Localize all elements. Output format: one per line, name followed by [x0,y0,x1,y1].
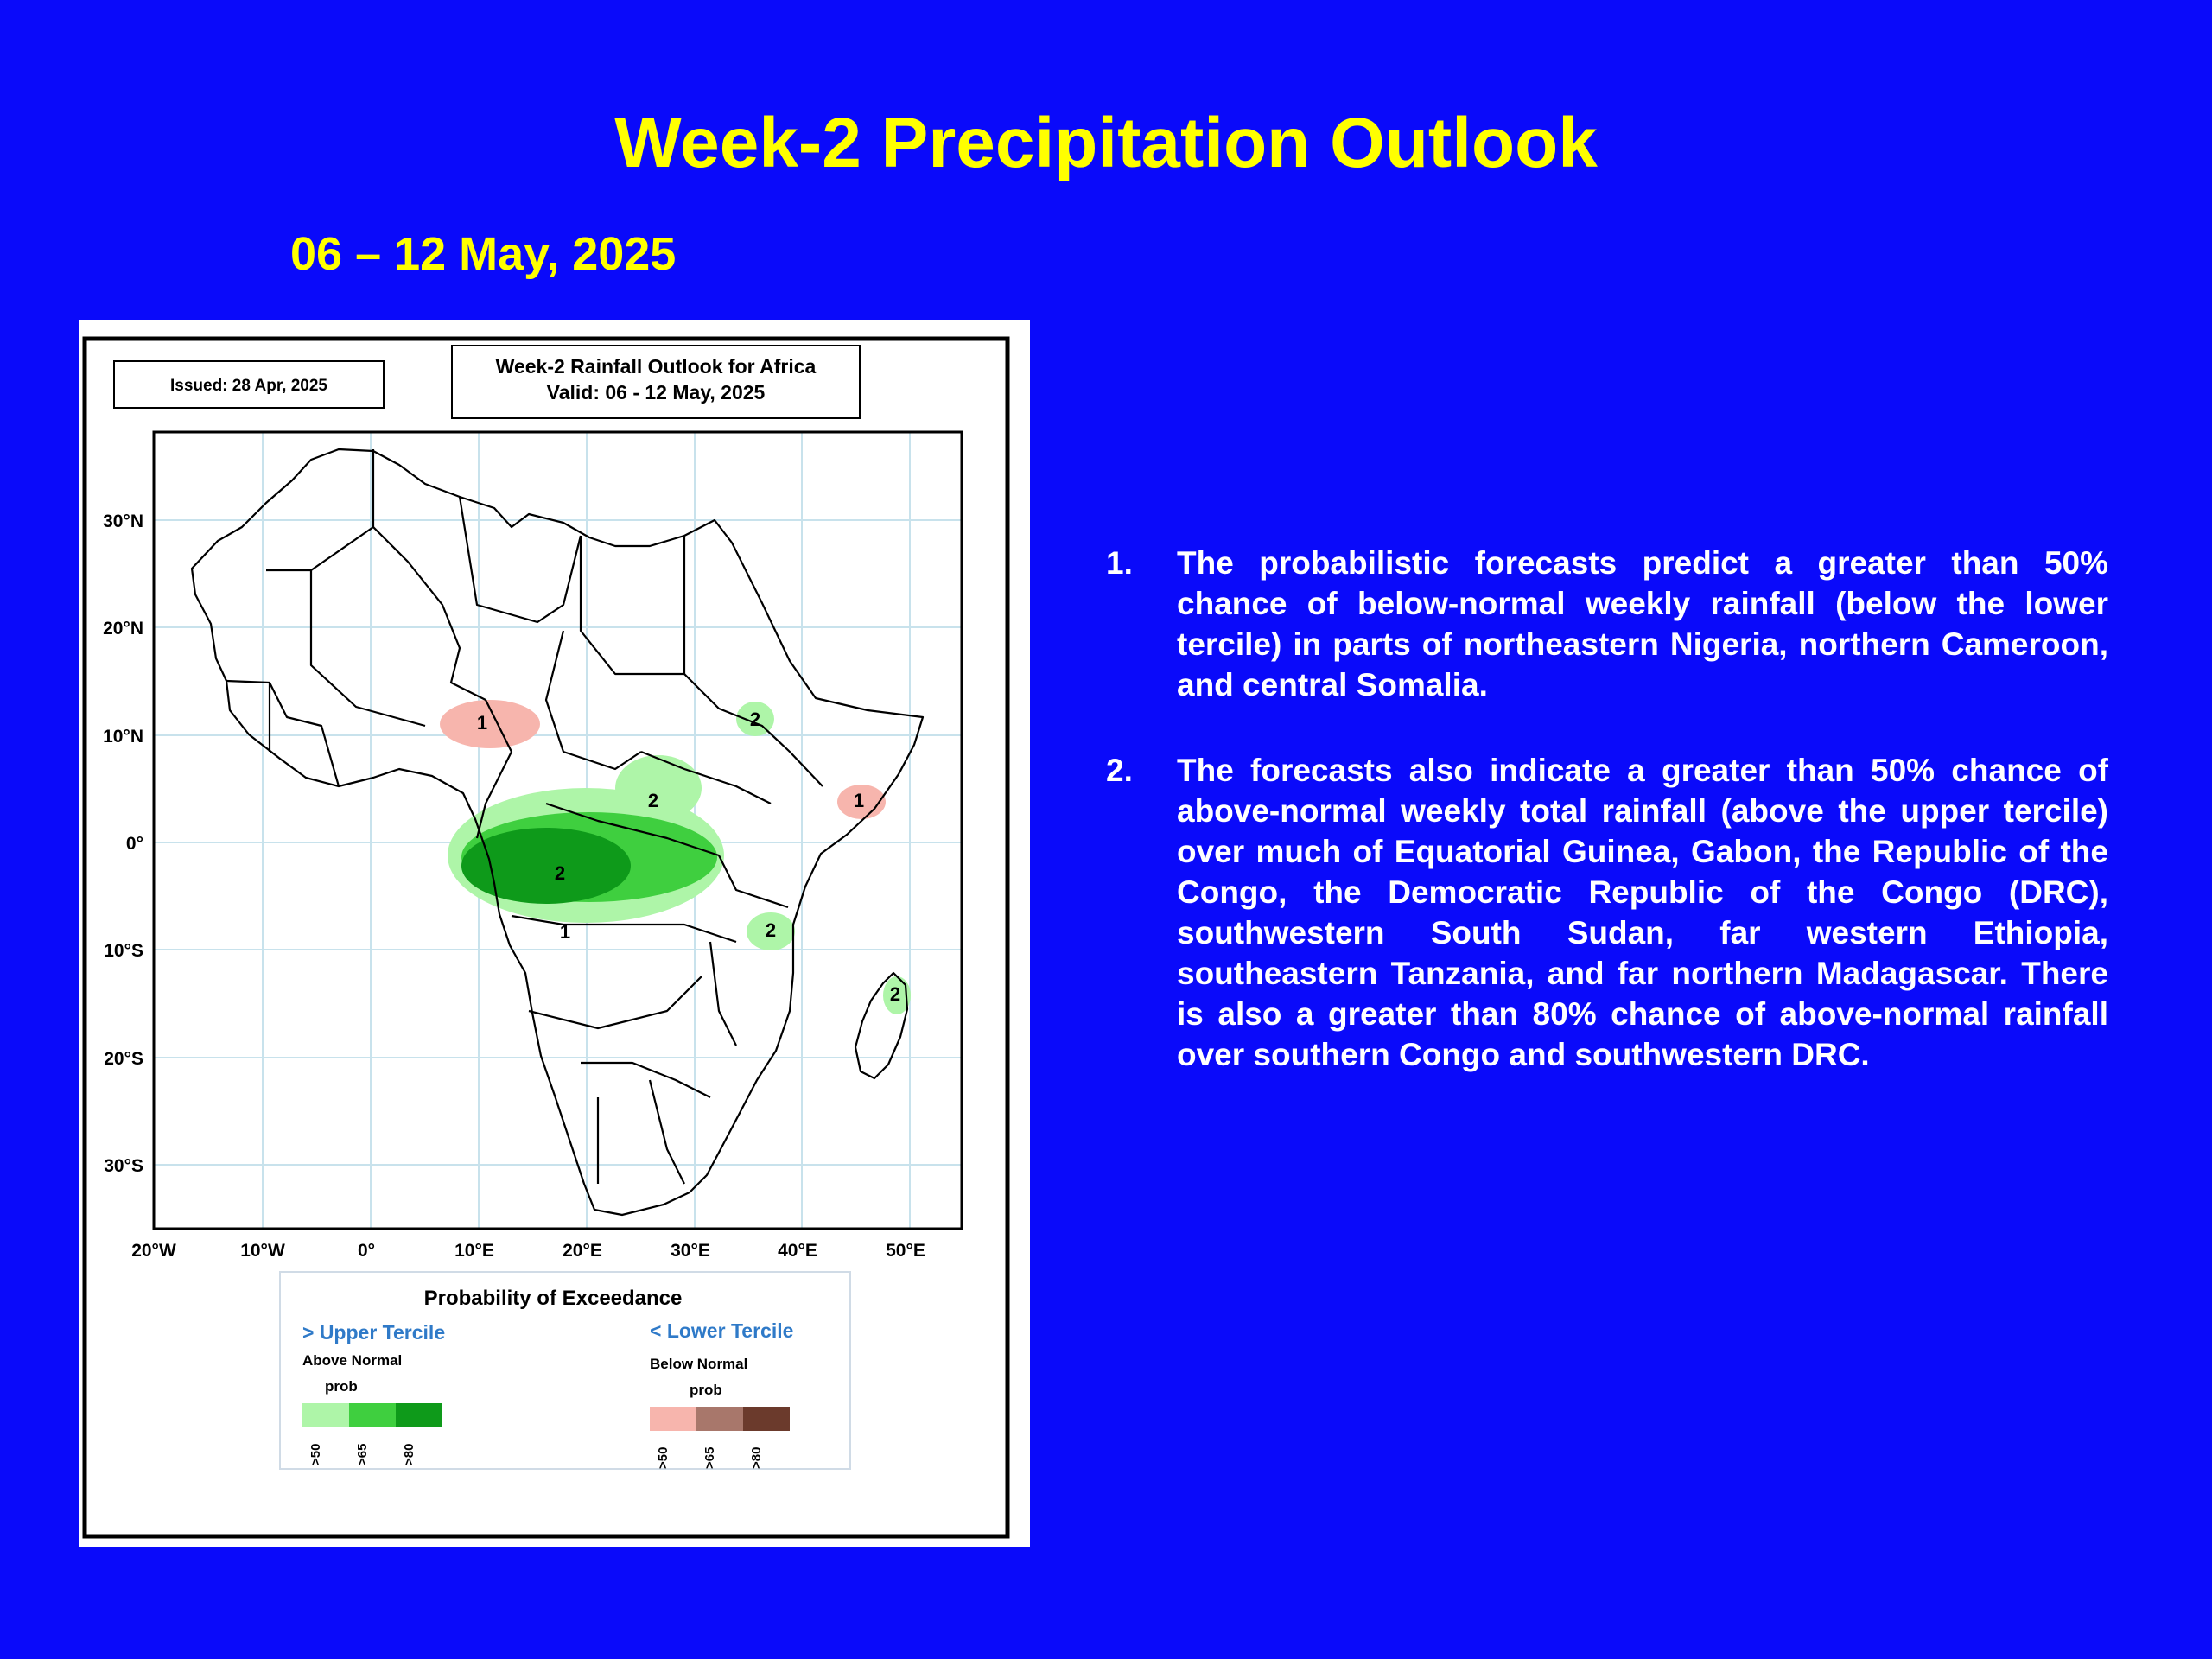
legend-upper-prob: prob [325,1378,358,1395]
above-normal-80-area [461,828,631,904]
slide-title: Week-2 Precipitation Outlook [614,104,1598,182]
lon-label: 50°E [886,1241,925,1261]
lon-label: 30°E [671,1241,710,1261]
map-header-line2: Valid: 06 - 12 May, 2025 [547,381,766,404]
outlook-map-panel: Issued: 28 Apr, 2025 Week-2 Rainfall Out… [79,320,1030,1547]
slide-subtitle: 06 – 12 May, 2025 [290,228,677,280]
map-header-box [451,345,861,419]
africa-outline [190,448,925,1217]
lat-label: 20°S [104,1049,143,1069]
legend-upper-heading: > Upper Tercile [302,1321,445,1344]
legend-upper-swatch [302,1403,349,1427]
lon-label: 10°E [454,1241,494,1261]
lat-label: 30°N [103,512,143,531]
region-label-madagascar: 2 [890,983,900,1005]
map-frame [152,430,963,1230]
legend-lower-heading: < Lower Tercile [650,1319,793,1342]
below-normal-area-nigeria [440,700,540,748]
graticule [154,432,962,1229]
lat-label: 10°S [104,941,143,961]
lat-label: 10°N [103,727,143,747]
legend-upper-tick: >50 [308,1444,323,1465]
outlook-map: Issued: 28 Apr, 2025 Week-2 Rainfall Out… [82,336,1010,1539]
issued-box [113,360,385,409]
region-label-nigeria: 1 [477,712,487,734]
legend-lower-tick: >65 [702,1447,717,1469]
note-item: 2. The forecasts also indicate a greater… [1106,750,2108,1075]
legend-upper-swatch [349,1403,396,1427]
lon-label: 20°E [563,1241,602,1261]
lon-label: 40°E [778,1241,817,1261]
above-normal-areas [448,702,911,1014]
legend-lower-tick: >50 [656,1447,671,1469]
legend-lower-swatch [650,1407,696,1431]
lon-label: 20°W [131,1241,176,1261]
legend-lower-swatch [696,1407,743,1431]
lon-label: 10°W [240,1241,285,1261]
lat-label: 30°S [104,1156,143,1176]
region-label-ethiopia: 2 [750,709,760,730]
lon-label: 0° [358,1241,375,1261]
forecast-notes: 1. The probabilistic forecasts predict a… [1106,543,2108,1120]
lat-label: 20°N [103,619,143,639]
above-normal-area-madagascar [883,976,911,1014]
note-number: 2. [1106,753,1133,788]
lat-label: 0° [126,834,143,854]
region-label-somalia: 1 [854,790,864,811]
legend-upper-sub: Above Normal [302,1352,402,1369]
note-text: The forecasts also indicate a greater th… [1177,753,2108,1072]
legend-title: Probability of Exceedance [424,1287,683,1310]
above-normal-area-tanzania [747,912,795,950]
legend-lower-swatch [743,1407,790,1431]
map-header-line1: Week-2 Rainfall Outlook for Africa [496,355,817,378]
legend-upper-swatch [396,1403,442,1427]
legend-lower-sub: Below Normal [650,1356,747,1372]
legend-box [279,1271,851,1470]
legend-upper-tick: >65 [355,1444,370,1465]
region-label-congo: 2 [555,862,565,884]
issued-label: Issued: 28 Apr, 2025 [170,377,327,395]
note-number: 1. [1106,545,1133,581]
legend-lower-prob: prob [690,1382,722,1398]
region-label-south-sudan: 2 [648,790,658,811]
region-label-congo-edge: 1 [560,921,570,943]
note-text: The probabilistic forecasts predict a gr… [1177,545,2108,702]
legend: Probability of Exceedance > Upper Tercil… [279,1271,851,1470]
region-label-tanzania: 2 [766,919,776,941]
legend-upper-tick: >80 [402,1444,416,1465]
legend-lower-tick: >80 [749,1447,764,1469]
note-item: 1. The probabilistic forecasts predict a… [1106,543,2108,705]
